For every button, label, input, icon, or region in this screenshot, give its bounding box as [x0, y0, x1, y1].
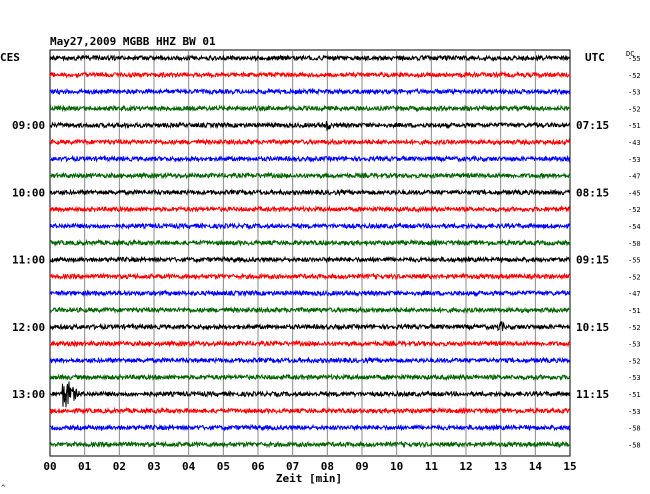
dc-offset-0: -55 [628, 55, 641, 63]
x-tick-label-06: 06 [251, 460, 265, 473]
right-hour-label-16: 10:15 [576, 321, 609, 334]
trace-row-20 [49, 381, 571, 408]
dc-offset-21: -53 [628, 408, 641, 416]
trace-row-16 [49, 321, 571, 332]
x-tick-label-05: 05 [217, 460, 230, 473]
dc-offset-15: -51 [628, 307, 641, 315]
x-tick-label-13: 13 [494, 460, 507, 473]
dc-offset-4: -51 [628, 122, 641, 130]
left-hour-label-4: 09:00 [12, 119, 45, 132]
dc-offset-17: -53 [628, 341, 641, 349]
trace-row-19 [49, 373, 571, 382]
x-tick-label-02: 02 [113, 460, 126, 473]
trace-row-5 [49, 137, 571, 147]
x-tick-label-10: 10 [390, 460, 403, 473]
right-hour-label-8: 08:15 [576, 186, 609, 199]
trace-row-4 [49, 120, 571, 131]
x-tick-label-15: 15 [563, 460, 576, 473]
trace-row-21 [49, 406, 571, 415]
dc-offset-6: -53 [628, 156, 641, 164]
trace-row-7 [49, 171, 571, 180]
right-unit-label: UTC [585, 51, 605, 64]
trace-row-8 [49, 188, 571, 197]
dc-offset-11: -50 [628, 240, 641, 248]
left-hour-label-12: 11:00 [12, 254, 45, 267]
dc-offset-22: -58 [628, 425, 641, 433]
chart-title: May27,2009 MGBB HHZ BW 01 [50, 35, 216, 48]
right-hour-label-4: 07:15 [576, 119, 609, 132]
trace-row-22 [49, 423, 571, 432]
trace-row-18 [49, 356, 571, 365]
x-tick-label-07: 07 [286, 460, 299, 473]
right-hour-label-20: 11:15 [576, 388, 609, 401]
trace-row-2 [49, 87, 571, 96]
dc-offset-13: -52 [628, 273, 641, 281]
dc-offset-16: -52 [628, 324, 641, 332]
left-hour-label-20: 13:00 [12, 388, 45, 401]
dc-offset-10: -54 [628, 223, 641, 231]
left-unit-label: CES [0, 51, 20, 64]
x-tick-label-08: 08 [321, 460, 334, 473]
dc-header-label: DC [626, 50, 634, 58]
dc-offset-12: -55 [628, 257, 641, 265]
dc-offset-1: -52 [628, 72, 641, 80]
trace-row-13 [49, 272, 571, 281]
dc-offset-labels: -55 -52 -53 -52 -51 -43 -53 -47 -45 -52 -54 -50 -55 -… [628, 55, 641, 449]
dc-offset-2: -53 [628, 89, 641, 97]
trace-row-11 [49, 238, 571, 247]
trace-row-1 [49, 70, 571, 79]
dc-offset-14: -47 [628, 290, 641, 298]
x-tick-label-12: 12 [459, 460, 472, 473]
trace-row-12 [49, 255, 571, 264]
trace-row-0 [49, 53, 571, 63]
dc-offset-18: -52 [628, 357, 641, 365]
dc-offset-23: -58 [628, 441, 641, 449]
dc-offset-8: -45 [628, 189, 641, 197]
x-tick-label-11: 11 [425, 460, 439, 473]
right-hour-label-12: 09:15 [576, 254, 609, 267]
trace-row-17 [49, 339, 571, 348]
x-tick-label-00: 00 [43, 460, 56, 473]
dc-offset-20: -51 [628, 391, 641, 399]
trace-row-23 [49, 440, 571, 449]
left-hour-label-16: 12:00 [12, 321, 45, 334]
x-tick-label-04: 04 [182, 460, 196, 473]
x-axis-label: Zeit [min] [276, 472, 342, 485]
trace-row-15 [49, 305, 571, 315]
trace-row-14 [49, 289, 571, 298]
dc-offset-9: -52 [628, 206, 641, 214]
x-tick-label-03: 03 [147, 460, 160, 473]
plot-frame [49, 49, 571, 457]
corner-mark: ^ [1, 484, 5, 492]
dc-offset-19: -53 [628, 374, 641, 382]
x-tick-label-09: 09 [355, 460, 368, 473]
left-hour-label-8: 10:00 [12, 186, 45, 199]
x-tick-labels: 00 01 02 03 04 05 06 07 08 09 10 11 12 13 14 15 [43, 460, 576, 473]
dc-offset-5: -43 [628, 139, 641, 147]
x-tick-label-14: 14 [529, 460, 543, 473]
dc-offset-7: -47 [628, 173, 641, 181]
trace-row-10 [49, 221, 571, 231]
seismic-traces [49, 53, 571, 449]
right-hour-labels: 07:15 08:15 09:15 10:15 11:15 [576, 119, 609, 401]
trace-row-9 [49, 205, 571, 214]
left-hour-labels: 09:00 10:00 11:00 12:00 13:00 [12, 119, 45, 401]
trace-row-6 [49, 154, 571, 163]
dc-offset-3: -52 [628, 105, 641, 113]
trace-row-3 [49, 104, 571, 113]
x-tick-label-01: 01 [78, 460, 92, 473]
